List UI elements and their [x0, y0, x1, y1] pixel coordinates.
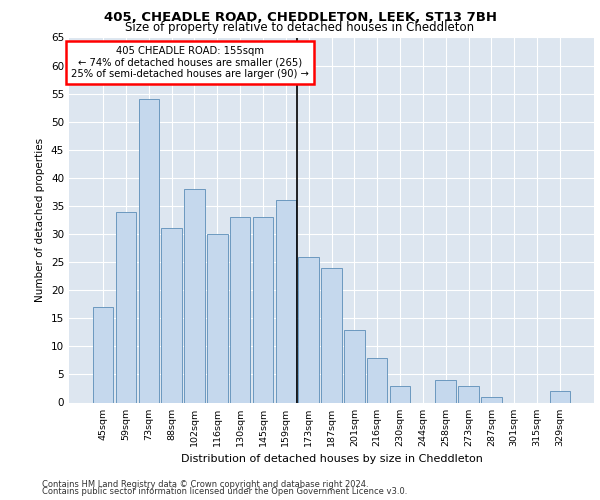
Bar [390, 386, 410, 402]
Bar [275, 200, 296, 402]
Bar [298, 256, 319, 402]
Bar [436, 380, 456, 402]
Bar [184, 189, 205, 402]
Bar [230, 217, 250, 402]
Text: Contains public sector information licensed under the Open Government Licence v3: Contains public sector information licen… [42, 488, 407, 496]
Bar [161, 228, 182, 402]
Bar [116, 212, 136, 402]
Bar [481, 397, 502, 402]
Text: Size of property relative to detached houses in Cheddleton: Size of property relative to detached ho… [125, 22, 475, 35]
Text: 405, CHEADLE ROAD, CHEDDLETON, LEEK, ST13 7BH: 405, CHEADLE ROAD, CHEDDLETON, LEEK, ST1… [104, 11, 497, 24]
Bar [321, 268, 342, 402]
Y-axis label: Number of detached properties: Number of detached properties [35, 138, 46, 302]
Text: 405 CHEADLE ROAD: 155sqm
← 74% of detached houses are smaller (265)
25% of semi-: 405 CHEADLE ROAD: 155sqm ← 74% of detach… [71, 46, 309, 79]
Bar [139, 100, 159, 403]
Bar [93, 307, 113, 402]
Bar [458, 386, 479, 402]
X-axis label: Distribution of detached houses by size in Cheddleton: Distribution of detached houses by size … [181, 454, 482, 464]
Text: Contains HM Land Registry data © Crown copyright and database right 2024.: Contains HM Land Registry data © Crown c… [42, 480, 368, 489]
Bar [550, 392, 570, 402]
Bar [253, 217, 273, 402]
Bar [367, 358, 388, 403]
Bar [207, 234, 227, 402]
Bar [344, 330, 365, 402]
